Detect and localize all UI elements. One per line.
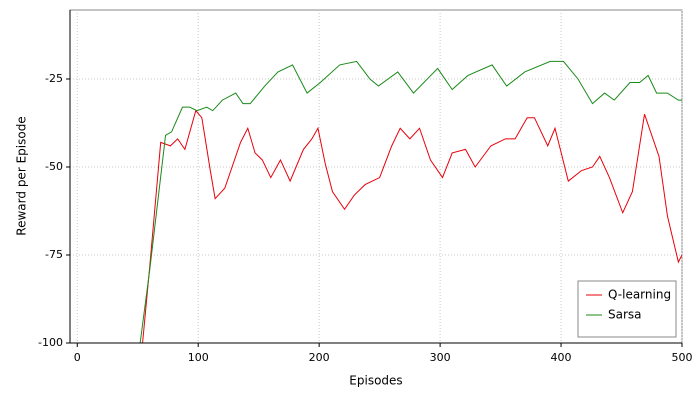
series-line <box>142 109 682 343</box>
y-tick-label: -50 <box>45 160 63 173</box>
x-tick-label: 0 <box>74 351 81 364</box>
legend-label: Sarsa <box>608 308 642 322</box>
x-tick-label: 400 <box>551 351 572 364</box>
legend: Q-learning Sarsa <box>577 280 677 338</box>
y-tick-label: -25 <box>45 72 63 85</box>
y-axis-label: Reward per Episode <box>15 116 29 235</box>
x-tick-label: 500 <box>672 351 693 364</box>
legend-label: Q-learning <box>608 288 671 302</box>
lines <box>139 60 682 343</box>
series-line <box>139 60 682 343</box>
axes: -100 -75 -50 -25 0 100 200 300 400 500 <box>38 10 693 364</box>
legend-box <box>577 280 677 338</box>
x-tick-label: 300 <box>430 351 451 364</box>
x-tick-label: 200 <box>309 351 330 364</box>
y-tick-label: -100 <box>38 336 63 349</box>
y-tick-label: -75 <box>45 248 63 261</box>
x-tick-label: 100 <box>188 351 209 364</box>
x-axis-label: Episodes <box>349 374 402 388</box>
